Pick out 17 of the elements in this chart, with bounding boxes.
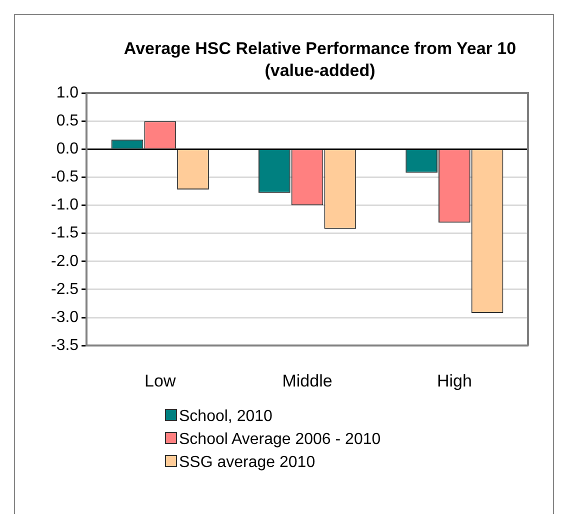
y-tick-label: 0.0	[56, 140, 79, 158]
y-tick-label: -1.0	[50, 196, 79, 214]
x-tick-label: Low	[144, 371, 176, 390]
y-tick-label: -3.5	[50, 337, 79, 354]
legend-label: School, 2010	[178, 407, 274, 427]
y-tick-label: -0.5	[50, 168, 79, 186]
y-tick-label: -2.5	[50, 280, 79, 298]
x-tick-label: High	[436, 371, 472, 390]
x-tick-label: Middle	[282, 371, 332, 390]
legend-label: SSG average 2010	[178, 453, 316, 473]
legend-label: School Average 2006 - 2010	[178, 430, 381, 450]
y-tick-label: -1.5	[50, 224, 79, 242]
y-tick-label: 1.0	[56, 84, 79, 102]
chart-title: Average HSC Relative Performance from Year 10 (value-added)	[122, 38, 518, 82]
y-tick-label: 0.5	[56, 112, 79, 130]
y-tick-label: -2.0	[50, 252, 79, 270]
y-tick-label: -3.0	[50, 308, 79, 326]
